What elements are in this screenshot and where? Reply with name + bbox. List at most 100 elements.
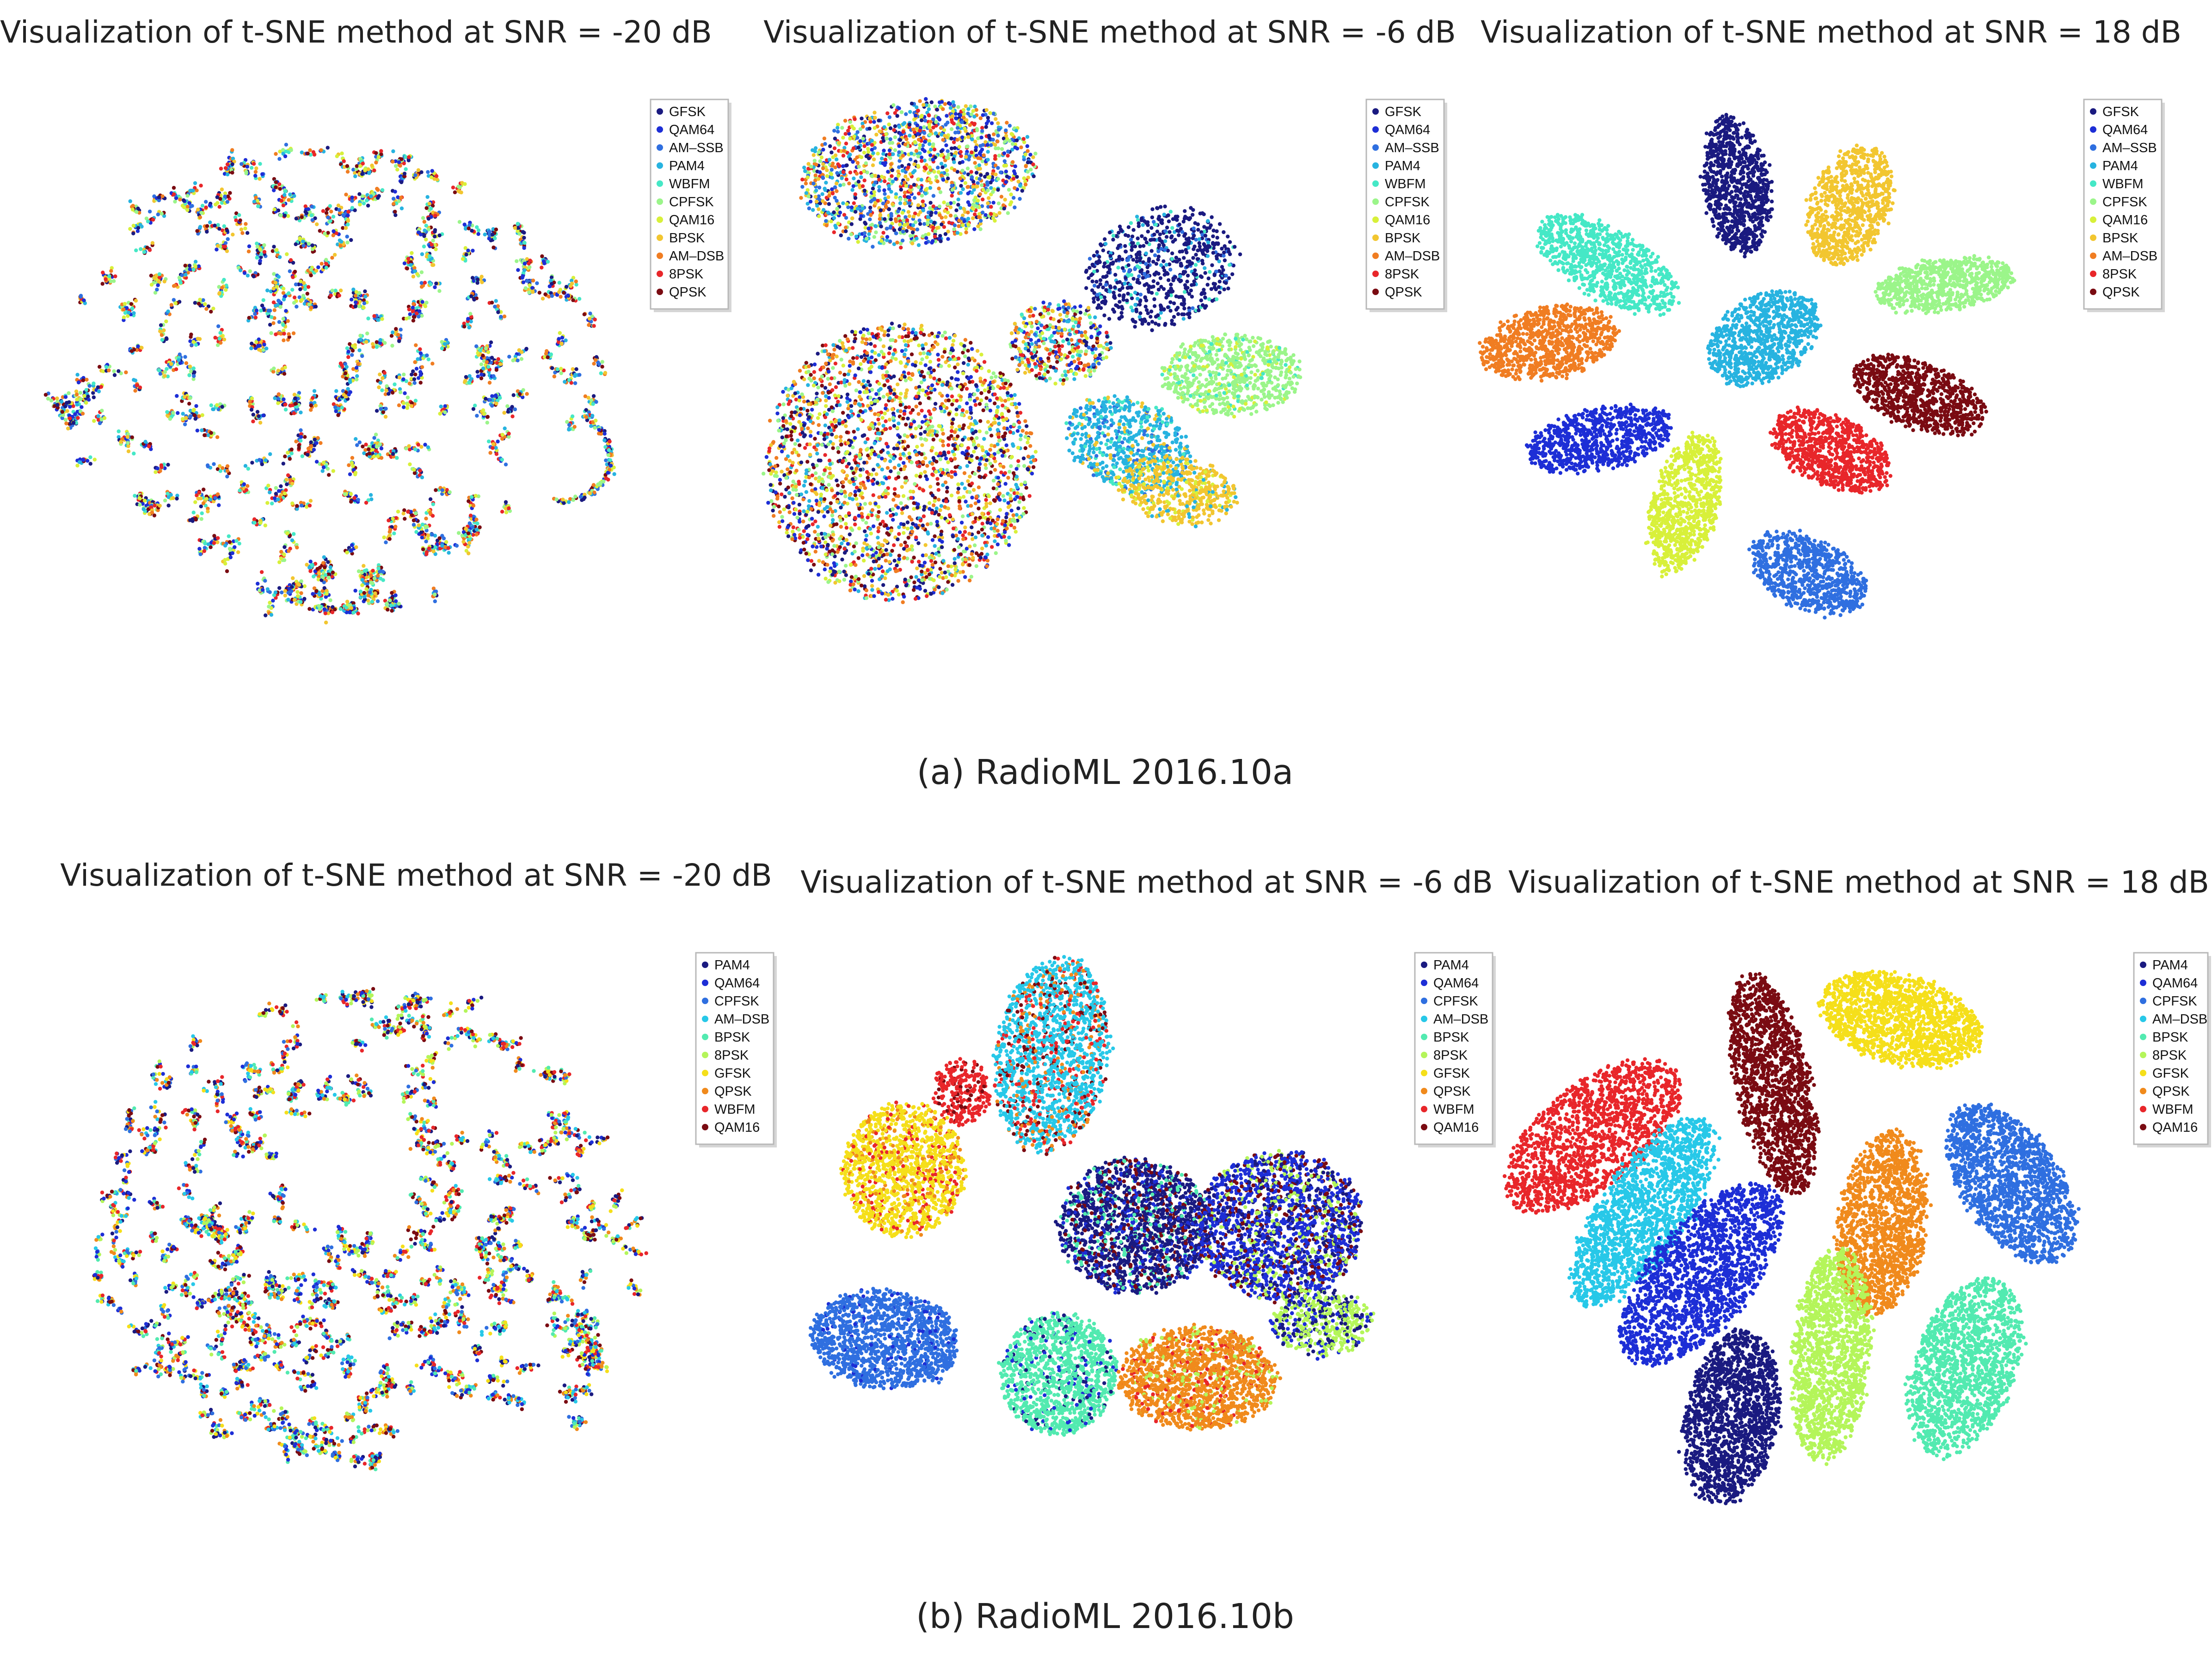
scatter-point [337,204,340,207]
scatter-point [338,294,341,297]
scatter-point [96,385,100,389]
scatter-point [166,495,170,499]
scatter-point [363,302,366,305]
scatter-point [540,254,544,258]
scatter-point [258,521,262,524]
scatter-point [279,484,283,488]
scatter-point [213,224,216,228]
scatter-point [290,538,294,542]
scatter-point [228,540,232,544]
scatter-point [506,410,510,413]
scatter-point [215,435,219,439]
scatter-point [472,407,475,411]
scatter-point [549,279,553,283]
scatter-point [264,346,268,350]
scatter-point [216,324,220,328]
scatter-point [377,155,381,159]
scatter-point [431,514,435,518]
scatter-point [314,305,318,308]
scatter-point [87,398,91,401]
scatter-point [262,343,266,346]
scatter-point [487,237,491,241]
scatter-point [430,169,434,173]
scatter-point [363,290,367,293]
scatter-point [439,405,443,408]
scatter-point [574,367,578,371]
scatter-point [231,233,234,236]
scatter-point [560,336,564,339]
scatter-point [424,540,428,543]
scatter-point [72,421,75,425]
scatter-point [97,389,101,393]
scatter-point [336,413,340,417]
scatter-point [194,343,198,347]
scatter-point [122,315,126,319]
scatter-point [486,415,490,419]
scatter-point [112,369,116,373]
scatter-point [218,291,221,295]
scatter-point [528,284,531,287]
scatter-point [189,370,193,373]
scatter-point [413,360,417,364]
scatter-point [192,366,196,370]
scatter-point [343,492,347,496]
scatter-point [287,198,290,202]
scatter-point [255,256,259,259]
scatter-point [474,345,478,348]
scatter-point [516,268,520,272]
scatter-point [117,369,120,373]
scatter-point [321,561,325,565]
scatter-point [503,426,507,430]
scatter-point [200,428,203,432]
scatter-point [290,481,294,485]
scatter-point [495,368,498,372]
scatter-point [287,291,290,295]
scatter-point [309,273,313,277]
scatter-point [191,340,195,344]
scatter-point [335,154,339,158]
scatter-point [427,358,430,361]
scatter-point [153,504,156,507]
scatter-point [413,173,417,177]
scatter-point [226,469,229,473]
scatter-point [351,288,355,291]
scatter-point [583,313,586,316]
scatter-point [306,207,310,211]
scatter-point [369,194,373,198]
scatter-point [92,419,96,423]
scatter-point [553,375,556,378]
scatter-point [392,531,396,535]
scatter-point [401,512,405,515]
scatter-point [420,271,424,274]
scatter-point [377,385,381,389]
scatter-point [122,308,125,311]
scatter-point [417,443,420,446]
scatter-point [484,397,487,401]
scatter-point [86,395,90,398]
scatter-point [362,202,366,205]
scatter-point [224,166,227,170]
scatter-point [240,228,243,231]
scatter-point [474,518,478,521]
scatter-point [117,429,121,433]
scatter-point [158,329,162,333]
scatter-point [150,283,154,286]
scatter-point [279,305,283,309]
scatter-point [273,496,276,500]
scatter-point [375,445,379,449]
scatter-point [228,547,232,550]
scatter-point [215,201,219,205]
scatter-point [282,204,285,207]
scatter-point [483,233,487,236]
scatter-point [528,265,531,269]
scatter-point [521,274,525,278]
scatter-point [412,275,415,278]
scatter-point [378,372,381,376]
scatter-point [151,241,154,245]
scatter-point [461,540,465,543]
scatter-point [201,204,204,208]
scatter-point [546,260,550,264]
scatter-point [391,160,394,163]
scatter-point [187,373,191,377]
scatter-point [378,443,382,446]
